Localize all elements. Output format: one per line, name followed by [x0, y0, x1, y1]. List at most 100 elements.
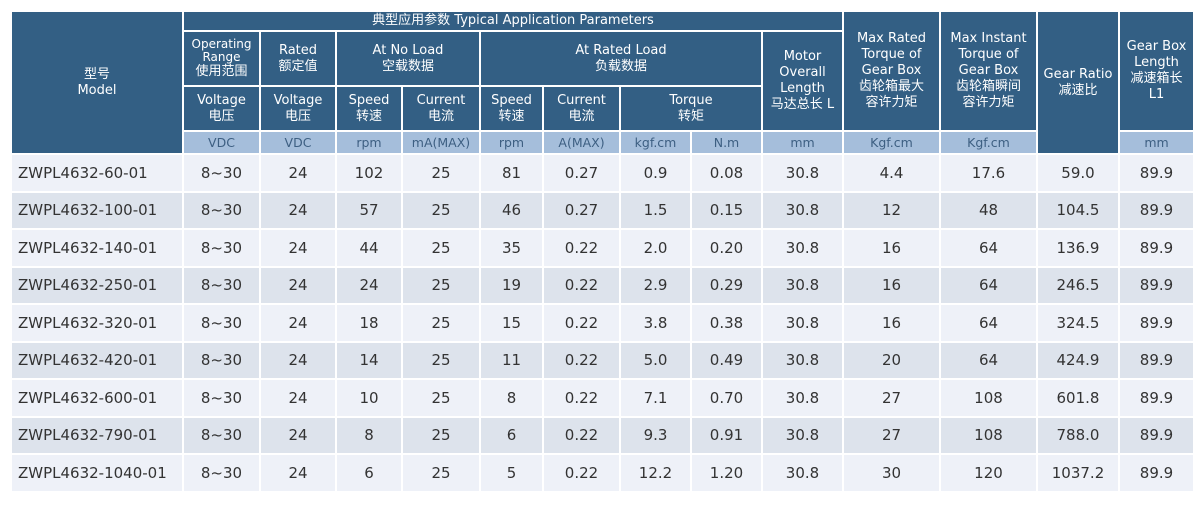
value-cell: 0.27 — [542, 153, 621, 193]
unit-cell: Kgf.cm — [842, 130, 941, 155]
value-cell: 0.22 — [542, 453, 621, 493]
value-cell: 0.08 — [690, 153, 763, 193]
value-cell: 48 — [939, 190, 1038, 230]
header-operating-range: Operating Range 使用范围 — [182, 30, 261, 87]
unit-cell: rpm — [335, 130, 403, 155]
model-cell: ZWPL4632-60-01 — [10, 153, 184, 193]
value-cell: 8~30 — [182, 153, 261, 193]
value-cell: 0.9 — [619, 153, 692, 193]
value-cell: 25 — [401, 265, 481, 305]
value-cell: 24 — [259, 303, 337, 343]
value-cell: 6 — [479, 415, 544, 455]
value-cell: 25 — [401, 153, 481, 193]
value-cell: 89.9 — [1118, 303, 1195, 343]
value-cell: 20 — [842, 340, 941, 380]
value-cell: 2.9 — [619, 265, 692, 305]
value-cell: 136.9 — [1036, 228, 1120, 268]
header-motor-length: Motor Overall Length 马达总长 L — [761, 30, 844, 132]
value-cell: 24 — [259, 415, 337, 455]
value-cell: 24 — [259, 340, 337, 380]
unit-cell: A(MAX) — [542, 130, 621, 155]
value-cell: 104.5 — [1036, 190, 1120, 230]
value-cell: 25 — [401, 190, 481, 230]
table-row: ZWPL4632-320-01 8~30 24 18 25 15 0.22 3.8 0.38 30… — [10, 303, 1195, 343]
unit-cell: kgf.cm — [619, 130, 692, 155]
value-cell: 1037.2 — [1036, 453, 1120, 493]
value-cell: 4.4 — [842, 153, 941, 193]
value-cell: 25 — [401, 340, 481, 380]
value-cell: 0.22 — [542, 265, 621, 305]
value-cell: 8~30 — [182, 265, 261, 305]
unit-cell: VDC — [259, 130, 337, 155]
value-cell: 30 — [842, 453, 941, 493]
value-cell: 120 — [939, 453, 1038, 493]
value-cell: 14 — [335, 340, 403, 380]
value-cell: 0.27 — [542, 190, 621, 230]
value-cell: 246.5 — [1036, 265, 1120, 305]
table-row: ZWPL4632-790-01 8~30 24 8 25 6 0.22 9.3 0.91 30.8… — [10, 415, 1195, 455]
value-cell: 0.91 — [690, 415, 763, 455]
value-cell: 18 — [335, 303, 403, 343]
value-cell: 324.5 — [1036, 303, 1120, 343]
value-cell: 89.9 — [1118, 415, 1195, 455]
value-cell: 108 — [939, 378, 1038, 418]
value-cell: 57 — [335, 190, 403, 230]
value-cell: 5 — [479, 453, 544, 493]
header-rated-load: At Rated Load 负载数据 — [479, 30, 763, 87]
value-cell: 0.70 — [690, 378, 763, 418]
value-cell: 24 — [259, 153, 337, 193]
value-cell: 16 — [842, 228, 941, 268]
value-cell: 6 — [335, 453, 403, 493]
value-cell: 11 — [479, 340, 544, 380]
header-typical: 典型应用参数 Typical Application Parameters — [182, 10, 844, 32]
table-row: ZWPL4632-420-01 8~30 24 14 25 11 0.22 5.0 0.49 30… — [10, 340, 1195, 380]
header-no-load: At No Load 空载数据 — [335, 30, 481, 87]
value-cell: 89.9 — [1118, 190, 1195, 230]
value-cell: 59.0 — [1036, 153, 1120, 193]
value-cell: 44 — [335, 228, 403, 268]
value-cell: 0.22 — [542, 340, 621, 380]
value-cell: 16 — [842, 265, 941, 305]
header-gearbox-length: Gear Box Length 减速箱长 L1 — [1118, 10, 1195, 132]
value-cell: 0.49 — [690, 340, 763, 380]
value-cell: 8~30 — [182, 378, 261, 418]
value-cell: 35 — [479, 228, 544, 268]
value-cell: 30.8 — [761, 265, 844, 305]
header-max-rated-torque: Max Rated Torque of Gear Box 齿轮箱最大 容许力矩 — [842, 10, 941, 132]
value-cell: 1.5 — [619, 190, 692, 230]
table-body: ZWPL4632-60-01 8~30 24 102 25 81 0.27 0.9 0.08 30… — [10, 153, 1195, 493]
value-cell: 601.8 — [1036, 378, 1120, 418]
value-cell: 9.3 — [619, 415, 692, 455]
value-cell: 25 — [401, 415, 481, 455]
header-voltage-rated: Voltage 电压 — [259, 85, 337, 132]
table-row: ZWPL4632-1040-01 8~30 24 6 25 5 0.22 12.2 1.20 30… — [10, 453, 1195, 493]
value-cell: 102 — [335, 153, 403, 193]
model-cell: ZWPL4632-140-01 — [10, 228, 184, 268]
value-cell: 7.1 — [619, 378, 692, 418]
value-cell: 27 — [842, 415, 941, 455]
value-cell: 30.8 — [761, 340, 844, 380]
value-cell: 64 — [939, 228, 1038, 268]
value-cell: 0.22 — [542, 415, 621, 455]
value-cell: 27 — [842, 378, 941, 418]
value-cell: 24 — [259, 190, 337, 230]
value-cell: 8~30 — [182, 228, 261, 268]
value-cell: 424.9 — [1036, 340, 1120, 380]
value-cell: 15 — [479, 303, 544, 343]
value-cell: 2.0 — [619, 228, 692, 268]
value-cell: 108 — [939, 415, 1038, 455]
value-cell: 0.22 — [542, 378, 621, 418]
value-cell: 64 — [939, 303, 1038, 343]
value-cell: 0.38 — [690, 303, 763, 343]
value-cell: 89.9 — [1118, 378, 1195, 418]
table-row: ZWPL4632-250-01 8~30 24 24 25 19 0.22 2.9 0.29 30… — [10, 265, 1195, 305]
value-cell: 64 — [939, 265, 1038, 305]
table-row: ZWPL4632-60-01 8~30 24 102 25 81 0.27 0.9 0.08 30… — [10, 153, 1195, 193]
unit-cell: VDC — [182, 130, 261, 155]
model-cell: ZWPL4632-250-01 — [10, 265, 184, 305]
header-current-load: Current 电流 — [542, 85, 621, 132]
model-cell: ZWPL4632-600-01 — [10, 378, 184, 418]
model-cell: ZWPL4632-420-01 — [10, 340, 184, 380]
value-cell: 89.9 — [1118, 228, 1195, 268]
value-cell: 30.8 — [761, 228, 844, 268]
